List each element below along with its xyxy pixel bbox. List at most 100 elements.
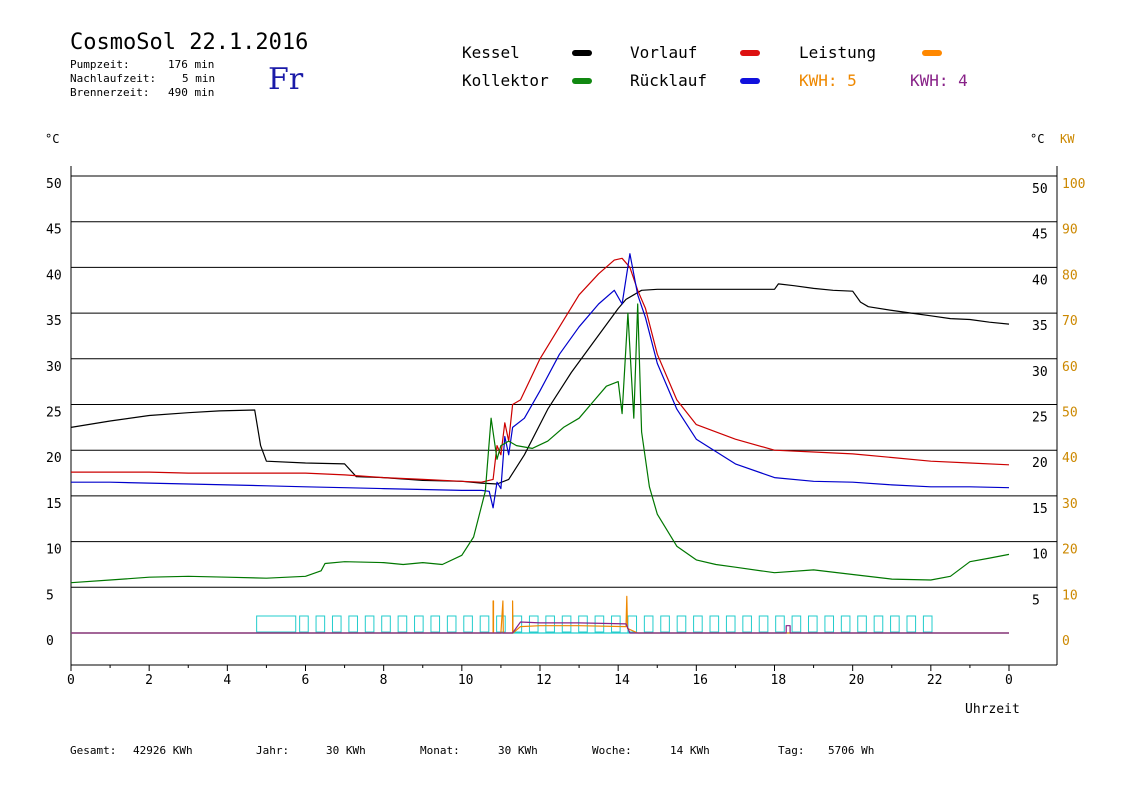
footer-jahr-label: Jahr: [256,744,290,757]
x-axis-label: Uhrzeit [965,702,1020,717]
legend-kessel: Kessel [462,43,520,62]
pump-block [578,615,588,633]
legend-ruecklauf-swatch [740,78,760,84]
y2-tick-label: 10 [1062,588,1078,603]
pump-block [397,615,408,633]
pump-block [660,615,670,633]
pump-block [299,615,309,633]
stat-label-pumpzeit: Pumpzeit: [70,58,130,71]
y-tick-label-right: 25 [1032,411,1048,426]
pump-block [808,615,818,633]
x-tick-label: 4 [223,673,231,688]
y-tick-label-right: 5 [1032,593,1040,608]
pump-block [528,615,539,633]
legend-kwh-b: KWH: 4 [910,71,968,90]
y2-tick-label: 30 [1062,497,1078,512]
stat-label-nachlaufzeit: Nachlaufzeit: [70,72,157,85]
y2-tick-label: 90 [1062,223,1078,238]
x-tick-label: 8 [380,673,388,688]
pump-block [414,615,424,633]
weekday-label: Fr [268,62,304,97]
legend-leistung: Leistung [799,43,877,62]
pump-block [791,615,802,633]
y-tick-label: 15 [46,497,62,512]
y-tick-label: 30 [46,360,62,375]
x-tick-label: 10 [458,673,474,688]
chart-title: CosmoSol 22.1.2016 [70,30,309,55]
stat-value-brennerzeit: 490 min [168,86,215,99]
pump-block [463,615,473,633]
footer-gesamt-value: 42926 KWh [133,744,193,757]
pump-block [693,615,703,633]
y-tick-label-right: 40 [1032,273,1048,288]
pump-block [725,615,736,633]
pump-block [742,615,752,633]
pump-block [890,615,900,633]
pump-block [479,615,490,633]
y-tick-label: 50 [46,177,62,192]
left-axis-unit: °C [45,132,60,146]
y-tick-label: 0 [46,634,54,649]
kessel-line [70,283,1010,485]
pump-block [256,615,297,633]
vorlauf-line [71,257,1010,483]
y-tick-label-right: 50 [1032,182,1048,197]
y-tick-label: 45 [46,223,62,238]
pump-block [561,615,572,633]
y2-tick-label: 80 [1062,268,1078,283]
stat-label-brennerzeit: Brennerzeit: [70,86,150,99]
pump-block [381,615,391,633]
y-tick-label-right: 20 [1032,456,1048,471]
footer-tag-value: 5706 Wh [828,744,875,757]
pump-block [758,615,769,633]
x-tick-label: 2 [145,673,153,688]
y-tick-label: 5 [46,588,54,603]
y2-tick-label: 70 [1062,314,1078,329]
y-tick-label: 25 [46,406,62,421]
footer-woche-value: 14 KWh [670,744,710,757]
x-tick-label: 0 [67,673,75,688]
footer-woche-label: Woche: [592,744,632,757]
ruecklauf-line [71,253,1010,509]
legend-ruecklauf: Rücklauf [630,71,708,90]
pump-block [857,615,867,633]
pump-block [446,615,457,633]
x-tick-label: 6 [302,673,310,688]
y-tick-label-right: 10 [1032,548,1048,563]
x-tick-label: 20 [849,673,865,688]
pump-block [775,615,785,633]
y2-tick-label: 100 [1062,177,1085,192]
y-tick-label-right: 15 [1032,502,1048,517]
pump-block [348,615,358,633]
y2-tick-label: 0 [1062,634,1070,649]
right-axis-unit-kw: KW [1060,132,1075,146]
stat-value-pumpzeit: 176 min [168,58,215,71]
x-tick-label: 16 [692,673,708,688]
y-tick-label-right: 30 [1032,365,1048,380]
right-axis-unit: °C [1030,132,1045,146]
pump-block [430,615,441,633]
pump-block [709,615,720,633]
y-tick-label-right: 45 [1032,228,1048,243]
y2-tick-label: 50 [1062,406,1078,421]
pump-block [676,615,687,633]
pump-block [594,615,605,633]
pump-block [331,615,342,633]
y-tick-label: 40 [46,268,62,283]
x-tick-label: 14 [614,673,630,688]
footer-monat-value: 30 KWh [498,744,538,757]
y-tick-label: 10 [46,543,62,558]
pump-block [545,615,555,633]
footer-monat-label: Monat: [420,744,460,757]
legend-kwh-a: KWH: 5 [799,71,857,90]
legend-kollektor: Kollektor [462,71,549,90]
pump-block [840,615,851,633]
x-tick-label: 18 [771,673,787,688]
y-tick-label: 35 [46,314,62,329]
pump-block [873,615,884,633]
legend-kessel-swatch [572,50,592,56]
footer-tag-label: Tag: [778,744,805,757]
x-tick-label: 22 [927,673,943,688]
x-tick-label: 12 [536,673,552,688]
